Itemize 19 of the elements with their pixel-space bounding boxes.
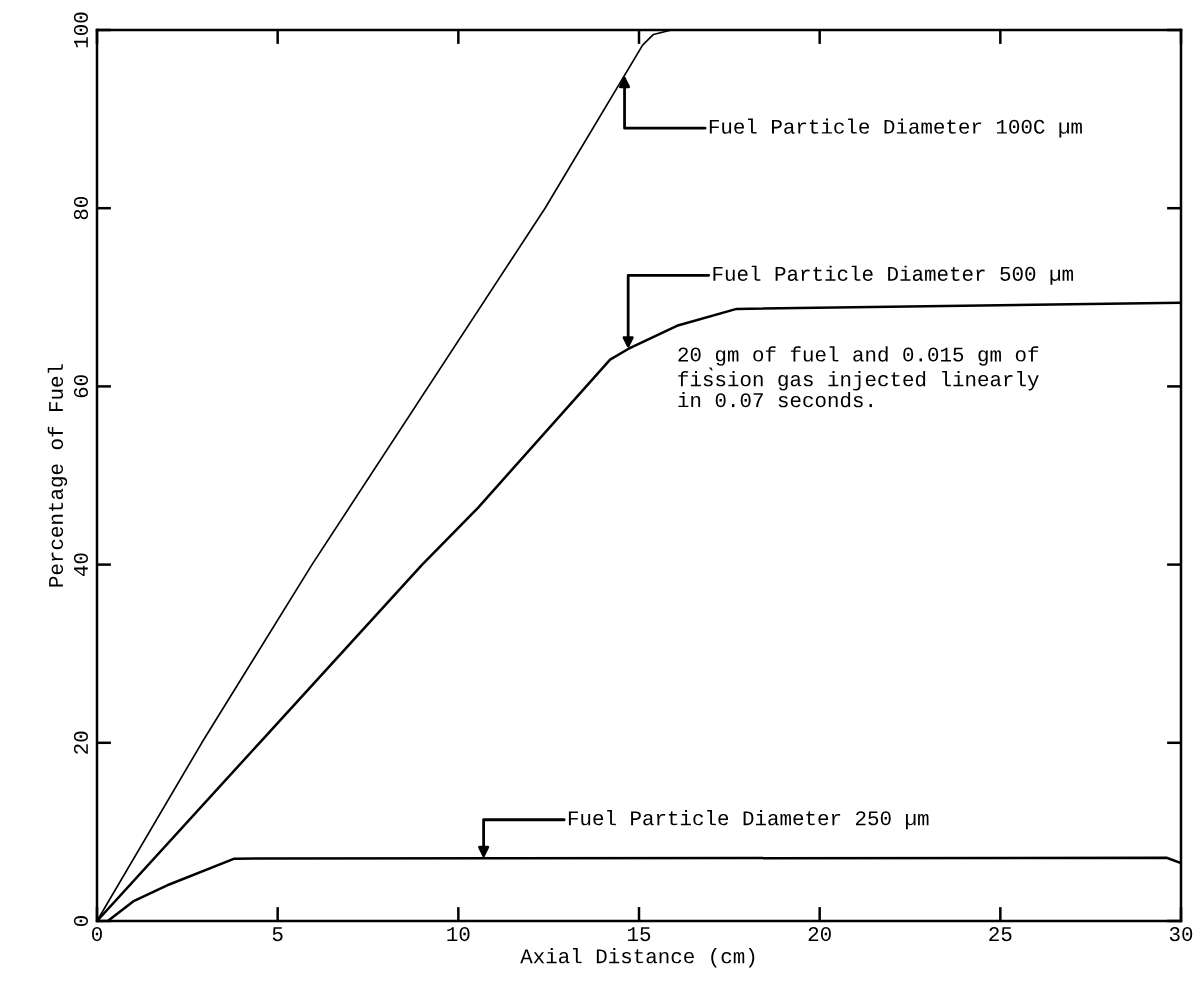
- y-tick-label: 0: [73, 916, 89, 926]
- y-axis-title: Percentage of Fuel: [47, 364, 68, 587]
- y-tick-label: 20: [73, 731, 89, 754]
- y-tick-label: 100: [73, 12, 89, 48]
- annotation: 20 gm of fuel and 0.015 gm of fis̀sion gas injected linearly in 0.07 seconds.: [678, 346, 1039, 408]
- annotation: Fuel Particle Diameter 100C µm: [709, 118, 1082, 138]
- y-tick-label: 60: [73, 375, 89, 398]
- x-tick-label: 25: [989, 927, 1012, 942]
- x-tick-label: 5: [272, 927, 283, 942]
- x-tick-label: 0: [92, 927, 102, 942]
- annotation: Fuel Particle Diameter 250 µm: [568, 810, 929, 830]
- x-axis-title: Axial Distance (cm): [520, 948, 755, 968]
- y-tick-label: 40: [73, 553, 89, 577]
- y-tick-label: 80: [73, 196, 89, 220]
- x-tick-label: 20: [808, 927, 831, 942]
- annotation: Fuel Particle Diameter 500 µm: [713, 265, 1073, 285]
- x-tick-label: 10: [447, 927, 470, 942]
- x-tick-label: 30: [1169, 927, 1193, 942]
- x-tick-label: 15: [628, 927, 651, 942]
